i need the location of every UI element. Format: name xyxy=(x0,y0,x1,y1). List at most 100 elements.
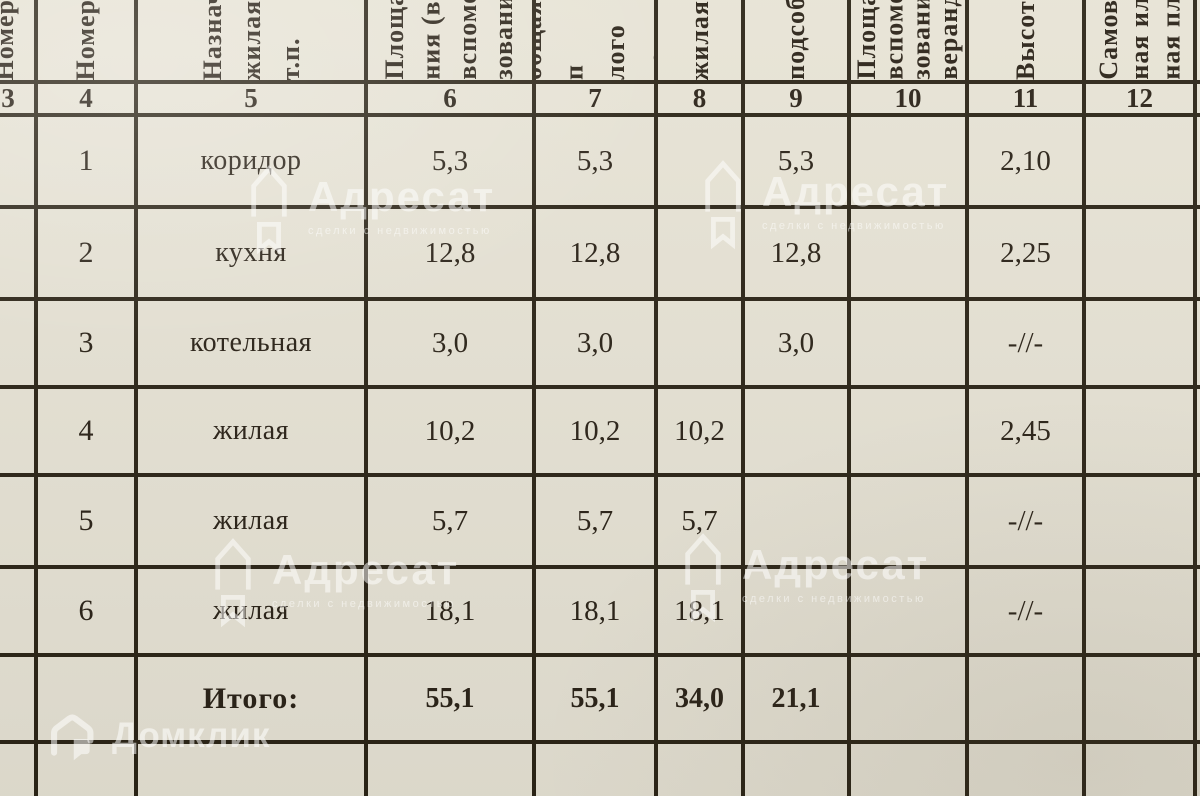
cell-value: 5,3 xyxy=(745,117,847,205)
header-col5: Назначение жилая и т.п. xyxy=(138,0,364,80)
empty-cell xyxy=(1197,657,1200,740)
cell-value xyxy=(1086,209,1193,297)
cell-value: 3,0 xyxy=(536,301,654,385)
empty-cell xyxy=(38,744,134,796)
empty-cell xyxy=(0,657,34,740)
cell-value: 12,8 xyxy=(368,209,532,297)
empty-cell xyxy=(1197,569,1200,653)
cell-value: -//- xyxy=(969,569,1082,653)
row-number: 3 xyxy=(38,301,134,385)
cell-value xyxy=(658,209,741,297)
column-number-12: 12 xyxy=(1086,84,1193,113)
cell-value: 3,0 xyxy=(745,301,847,385)
cell-value: 10,2 xyxy=(368,389,532,473)
cell-value xyxy=(851,569,965,653)
total-value: 21,1 xyxy=(745,657,847,740)
empty-cell xyxy=(1197,84,1200,113)
total-value xyxy=(969,657,1082,740)
empty-cell xyxy=(536,744,654,796)
cell-value: 5,7 xyxy=(658,477,741,565)
cell-value: 10,2 xyxy=(536,389,654,473)
cell-value: 2,25 xyxy=(969,209,1082,297)
cell-value: 2,45 xyxy=(969,389,1082,473)
room-name: кухня xyxy=(138,209,364,297)
cell-value xyxy=(745,569,847,653)
column-number-7: 7 xyxy=(536,84,654,113)
cell-value: -//- xyxy=(969,477,1082,565)
cell-value: 2,10 xyxy=(969,117,1082,205)
header-col10: Площадь вспомога зования веранд xyxy=(851,0,965,80)
empty-cell xyxy=(138,744,364,796)
cell-value: -//- xyxy=(969,301,1082,385)
cell-value: 5,3 xyxy=(536,117,654,205)
total-value xyxy=(851,657,965,740)
empty-cell xyxy=(0,744,34,796)
column-number-8: 8 xyxy=(658,84,741,113)
column-number-9: 9 xyxy=(745,84,847,113)
cell-value: 18,1 xyxy=(658,569,741,653)
cell-value: 5,3 xyxy=(368,117,532,205)
total-label: Итого: xyxy=(138,657,364,740)
cell-value xyxy=(851,477,965,565)
cell-value xyxy=(1086,301,1193,385)
empty-cell xyxy=(0,569,34,653)
cell-value xyxy=(1086,389,1193,473)
empty-cell xyxy=(745,744,847,796)
empty-cell xyxy=(1197,0,1200,80)
cell-value: 3,0 xyxy=(368,301,532,385)
empty-cell xyxy=(368,744,532,796)
empty-cell xyxy=(0,209,34,297)
header-col8: жилая xyxy=(658,0,741,80)
empty-cell xyxy=(0,477,34,565)
empty-cell xyxy=(0,301,34,385)
total-value: 55,1 xyxy=(368,657,532,740)
empty-cell xyxy=(1197,389,1200,473)
row-number: 1 xyxy=(38,117,134,205)
cell-value xyxy=(1086,569,1193,653)
cell-value xyxy=(851,209,965,297)
room-name: коридор xyxy=(138,117,364,205)
cell-value xyxy=(851,301,965,385)
column-number-6: 6 xyxy=(368,84,532,113)
total-value: 55,1 xyxy=(536,657,654,740)
empty-cell xyxy=(1086,744,1193,796)
room-name: котельная xyxy=(138,301,364,385)
row-number: 4 xyxy=(38,389,134,473)
room-name: жилая xyxy=(138,569,364,653)
empty-cell xyxy=(1197,744,1200,796)
empty-cell xyxy=(0,389,34,473)
header-col6: Площадь ния (в вспомога зования xyxy=(368,0,532,80)
cell-value xyxy=(1086,477,1193,565)
empty-cell xyxy=(851,744,965,796)
total-value: 34,0 xyxy=(658,657,741,740)
column-number-11: 11 xyxy=(969,84,1082,113)
cell-value: 12,8 xyxy=(745,209,847,297)
empty-cell xyxy=(1197,477,1200,565)
cell-value: 5,7 xyxy=(368,477,532,565)
cell-value xyxy=(1086,117,1193,205)
total-value xyxy=(1086,657,1193,740)
header-col9: подсобн xyxy=(745,0,847,80)
cell-value: 18,1 xyxy=(536,569,654,653)
cell-value: 10,2 xyxy=(658,389,741,473)
column-number-3: 3 xyxy=(0,84,34,113)
row-number: 5 xyxy=(38,477,134,565)
empty-cell xyxy=(38,657,134,740)
empty-cell xyxy=(0,117,34,205)
header-col4: Номер xyxy=(38,0,134,80)
empty-cell xyxy=(1197,117,1200,205)
empty-cell xyxy=(1197,209,1200,297)
header-col12: Самовол ная или ная пло xyxy=(1086,0,1193,80)
row-number: 2 xyxy=(38,209,134,297)
cell-value xyxy=(658,117,741,205)
header-col7: общая п лого пом xyxy=(536,0,654,80)
empty-cell xyxy=(969,744,1082,796)
column-number-4: 4 xyxy=(38,84,134,113)
empty-cell xyxy=(658,744,741,796)
empty-cell xyxy=(1197,301,1200,385)
cell-value: 5,7 xyxy=(536,477,654,565)
room-name: жилая xyxy=(138,477,364,565)
cell-value: 12,8 xyxy=(536,209,654,297)
